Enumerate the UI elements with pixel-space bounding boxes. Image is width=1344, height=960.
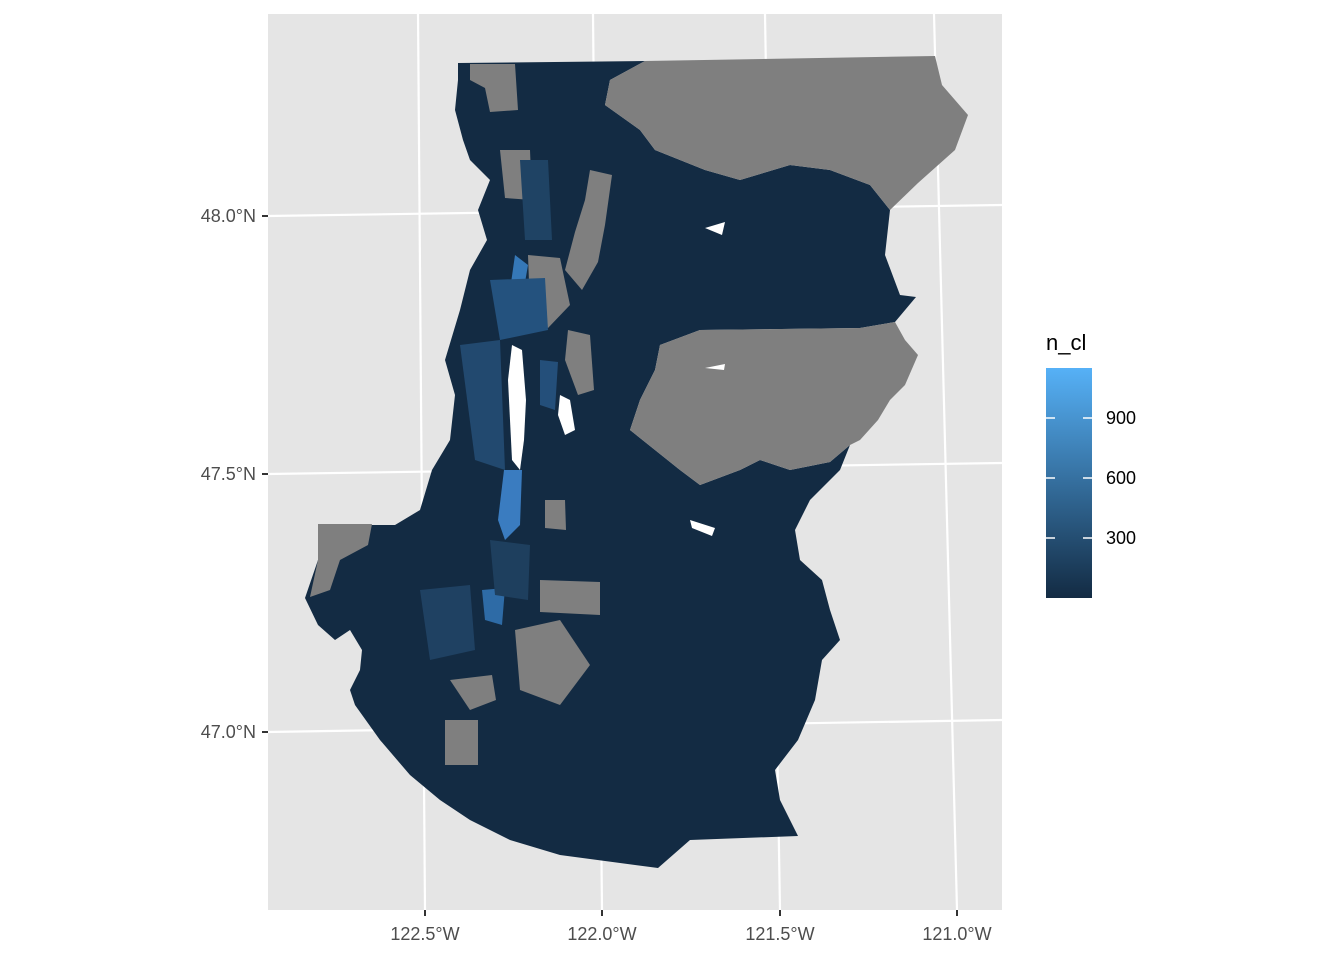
x-tick-label: 121.5°W [745, 924, 814, 944]
x-tick-label: 122.5°W [390, 924, 459, 944]
tract-high-2 [498, 470, 522, 540]
tract-mid-4 [520, 160, 552, 240]
legend-tick-label: 300 [1106, 528, 1136, 548]
tract-high-4 [482, 588, 505, 625]
legend-title: n_cl [1046, 330, 1086, 355]
na-region-north [605, 56, 968, 210]
region-main [305, 61, 916, 868]
axis-ticks [262, 215, 958, 916]
na-region-central-e [540, 580, 600, 615]
tract-mid-1 [490, 278, 548, 340]
tract-mid-3 [460, 340, 505, 470]
na-region-central-f [515, 620, 590, 705]
y-tick-label: 47.0°N [201, 722, 256, 742]
na-region-central-c [565, 330, 594, 395]
tract-mid-5 [420, 585, 475, 660]
legend: n_cl 300 600 900 [1046, 330, 1136, 598]
na-regions [310, 56, 968, 765]
y-axis-labels: 48.0°N 47.5°N 47.0°N [201, 206, 256, 742]
x-tick-label: 121.0°W [922, 924, 991, 944]
na-region-south-b [450, 675, 496, 710]
legend-tick-label: 600 [1106, 468, 1136, 488]
na-region-east [630, 322, 918, 485]
value-tracts [420, 160, 558, 660]
x-tick-label: 122.0°W [567, 924, 636, 944]
lake-washington [508, 345, 526, 470]
legend-colorbar [1046, 368, 1092, 598]
na-region-northwest [470, 64, 518, 112]
tract-mid-6 [490, 540, 530, 600]
lake-south-1 [690, 520, 715, 536]
na-region-corridor [565, 170, 612, 290]
na-region-south [445, 720, 478, 765]
x-axis-labels: 122.5°W 122.0°W 121.5°W 121.0°W [390, 924, 991, 944]
lake-sammamish [558, 395, 575, 435]
lake-north-1 [705, 222, 725, 235]
na-region-central-d [545, 500, 566, 530]
water-bodies [508, 222, 725, 536]
na-region-southwest [310, 524, 372, 597]
legend-ticks: 300 600 900 [1046, 408, 1136, 548]
legend-tick-label: 900 [1106, 408, 1136, 428]
y-tick-label: 47.5°N [201, 464, 256, 484]
y-tick-label: 48.0°N [201, 206, 256, 226]
lake-east-1 [705, 364, 725, 370]
tract-mid-2 [540, 360, 558, 410]
